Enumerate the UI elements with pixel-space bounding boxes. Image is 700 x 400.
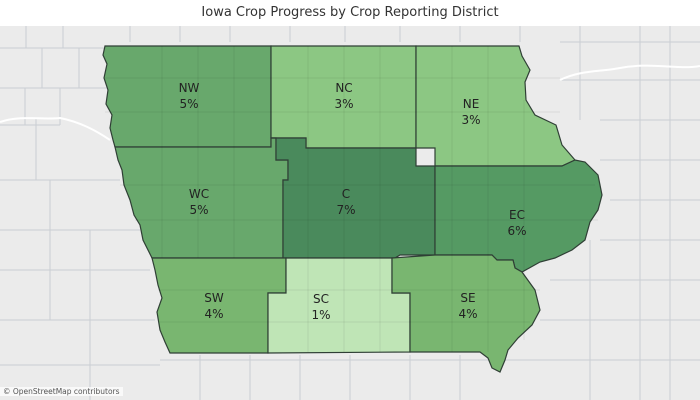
choropleth-map[interactable]: NW 5% NC 3% NE 3% WC 5% C 7% EC 6% SW 4%… [0,26,700,400]
river [559,64,700,81]
label-ec-code: EC [509,208,525,222]
map-attribution[interactable]: © OpenStreetMap contributors [0,387,123,396]
label-sw-code: SW [204,291,224,305]
district-ne[interactable] [415,45,576,167]
state-county-lines [105,46,598,352]
label-nc-code: NC [335,81,352,95]
label-nw-code: NW [179,81,200,95]
county-grid [0,26,700,400]
label-ec-value: 6% [507,224,526,238]
label-nc-value: 3% [334,97,353,111]
district-labels: NW 5% NC 3% NE 3% WC 5% C 7% EC 6% SW 4%… [179,81,527,322]
map-canvas[interactable]: NW 5% NC 3% NE 3% WC 5% C 7% EC 6% SW 4%… [0,26,700,400]
label-wc-value: 5% [189,203,208,217]
label-sc-value: 1% [311,308,330,322]
district-sc[interactable] [267,257,411,354]
label-wc-code: WC [189,187,209,201]
label-sc-code: SC [313,292,329,306]
district-layer [102,45,603,373]
label-se-code: SE [460,291,475,305]
label-sw-value: 4% [204,307,223,321]
district-sw[interactable] [151,257,287,354]
map-title: Iowa Crop Progress by Crop Reporting Dis… [0,0,700,26]
label-ne-code: NE [463,97,480,111]
label-c-code: C [342,187,350,201]
label-c-value: 7% [336,203,355,217]
river [0,116,111,141]
label-se-value: 4% [458,307,477,321]
label-nw-value: 5% [179,97,198,111]
district-se[interactable] [391,254,541,373]
label-ne-value: 3% [461,113,480,127]
district-c[interactable] [271,137,436,259]
